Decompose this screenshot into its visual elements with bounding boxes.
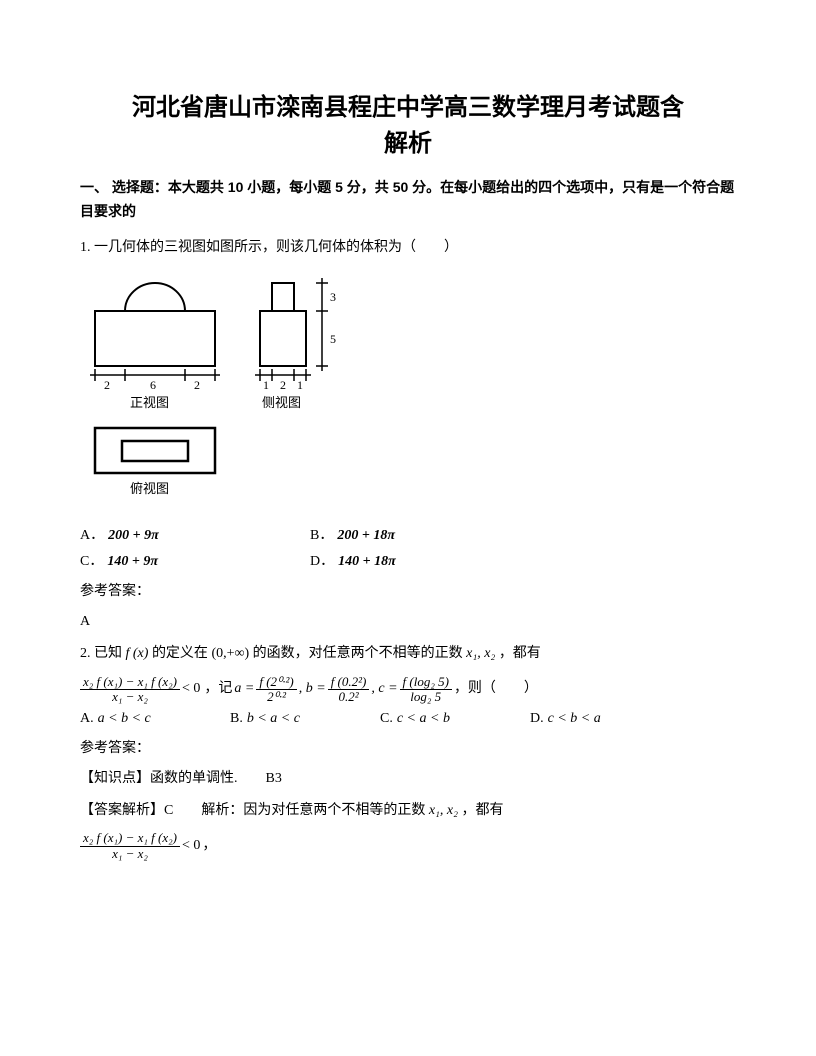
q2-ineq-num: x₂ f (x₁) − x₁ f (x₂): [80, 675, 180, 690]
q2-expl-x1x2: x₁, x₂: [429, 799, 458, 823]
q2-expl-ineq-frac: x₂ f (x₁) − x₁ f (x₂) x₁ − x₂: [80, 831, 180, 861]
q1-answer: A: [80, 610, 736, 634]
q2-optA-label: A.: [80, 711, 94, 727]
q2-ineq-den: x₁ − x₂: [80, 690, 180, 704]
q2-optC: c < a < b: [397, 711, 450, 727]
q2-then: ，则（ ）: [454, 674, 538, 705]
q2-explanation: 【答案解析】C 解析：因为对任意两个不相等的正数 x₁, x₂ ，都有: [80, 799, 736, 823]
q2-b-frac: f (0.2²) 0.2²: [328, 675, 370, 705]
q2-ineq-rhs: < 0: [182, 674, 200, 705]
q1-optA-label: A．: [80, 524, 104, 544]
q2-b-eq: , b =: [299, 674, 326, 705]
q2-c-den: log₂ 5: [400, 690, 452, 704]
q2-stem: 2. 已知 f (x) 的定义在 (0,+∞) 的函数，对任意两个不相等的正数 …: [80, 642, 736, 666]
section-1-heading: 一、 选择题：本大题共 10 小题，每小题 5 分，共 50 分。在每小题给出的…: [80, 176, 736, 224]
q2-ineq-frac: x₂ f (x₁) − x₁ f (x₂) x₁ − x₂: [80, 675, 180, 705]
q1-optC-label: C．: [80, 550, 103, 570]
q2-optD-label: D.: [530, 711, 544, 727]
svg-text:3: 3: [330, 290, 336, 304]
side-view-label: 侧视图: [262, 395, 301, 410]
q2-expl-a: 【答案解析】C 解析：因为对任意两个不相等的正数: [80, 803, 425, 818]
q1-optD: 140 + 18π: [338, 554, 396, 570]
q1-choices: A． 200 + 9π B． 200 + 18π C． 140 + 9π D． …: [80, 524, 736, 570]
q2-expl-ineq-num: x₂ f (x₁) − x₁ f (x₂): [80, 831, 180, 846]
top-view-label: 俯视图: [130, 481, 169, 496]
q2-rec: ，记: [204, 674, 232, 705]
q2-optD: c < b < a: [548, 711, 601, 727]
q2-formula-line: x₂ f (x₁) − x₁ f (x₂) x₁ − x₂ < 0 ，记 a =…: [80, 674, 736, 705]
q2-a-eq: a =: [234, 674, 254, 705]
q1-optB-label: B．: [310, 524, 333, 544]
q2-stem-c: 的函数，对任意两个不相等的正数: [253, 646, 463, 661]
svg-text:2: 2: [104, 378, 110, 392]
q2-knowledge-point: 【知识点】函数的单调性. B3: [80, 767, 736, 791]
q1-stem: 1. 一几何体的三视图如图所示，则该几何体的体积为（ ）: [80, 236, 736, 260]
q2-expl-b: ，都有: [462, 803, 504, 818]
q2-domain: (0,+∞): [211, 642, 249, 666]
svg-text:6: 6: [150, 378, 156, 392]
svg-text:5: 5: [330, 332, 336, 346]
q2-a-den: 2⁰·²: [256, 690, 296, 704]
q1-optD-label: D．: [310, 550, 334, 570]
q2-c-frac: f (log₂ 5) log₂ 5: [400, 675, 452, 705]
q2-c-num: f (log₂ 5): [400, 675, 452, 690]
q2-optB-label: B.: [230, 711, 243, 727]
three-view-svg: 2 6 2 1 2 1 3 5 正视图 侧视图 俯视图: [80, 273, 380, 513]
q2-expl-ineq-rhs: < 0: [182, 831, 200, 862]
svg-text:2: 2: [194, 378, 200, 392]
q2-optA: a < b < c: [98, 711, 151, 727]
q1-answer-label: 参考答案：: [80, 580, 736, 600]
q2-choices: A. a < b < c B. b < a < c C. c < a < b D…: [80, 711, 736, 727]
q2-stem-d: ，都有: [499, 646, 541, 661]
q2-c-eq: , c =: [371, 674, 397, 705]
title-line2: 解析: [384, 130, 432, 157]
q2-stem-b: 的定义在: [152, 646, 208, 661]
q1-figure: 2 6 2 1 2 1 3 5 正视图 侧视图 俯视图: [80, 273, 736, 518]
q2-optB: b < a < c: [247, 711, 300, 727]
svg-text:2: 2: [280, 378, 286, 392]
svg-text:1: 1: [297, 378, 303, 392]
q2-b-den: 0.2²: [328, 690, 370, 704]
q2-expl-comma: ，: [202, 831, 216, 862]
q1-optB: 200 + 18π: [337, 528, 395, 544]
q1-optA: 200 + 9π: [108, 528, 159, 544]
q2-a-frac: f (2⁰·²) 2⁰·²: [256, 675, 296, 705]
q2-answer-label: 参考答案：: [80, 737, 736, 757]
svg-text:1: 1: [263, 378, 269, 392]
q2-expl-ineq-den: x₁ − x₂: [80, 847, 180, 861]
q2-explanation-frac: x₂ f (x₁) − x₁ f (x₂) x₁ − x₂ < 0 ，: [80, 831, 736, 862]
front-view-label: 正视图: [130, 395, 169, 410]
q1-optC: 140 + 9π: [107, 554, 158, 570]
q2-stem-a: 2. 已知: [80, 646, 122, 661]
title-line1: 河北省唐山市滦南县程庄中学高三数学理月考试题含: [132, 94, 684, 121]
doc-title: 河北省唐山市滦南县程庄中学高三数学理月考试题含 解析: [80, 90, 736, 162]
q2-optC-label: C.: [380, 711, 393, 727]
q2-x1x2: x₁, x₂: [466, 642, 495, 666]
q2-b-num: f (0.2²): [328, 675, 370, 690]
q2-a-num: f (2⁰·²): [256, 675, 296, 690]
q2-fx: f (x): [126, 642, 149, 666]
